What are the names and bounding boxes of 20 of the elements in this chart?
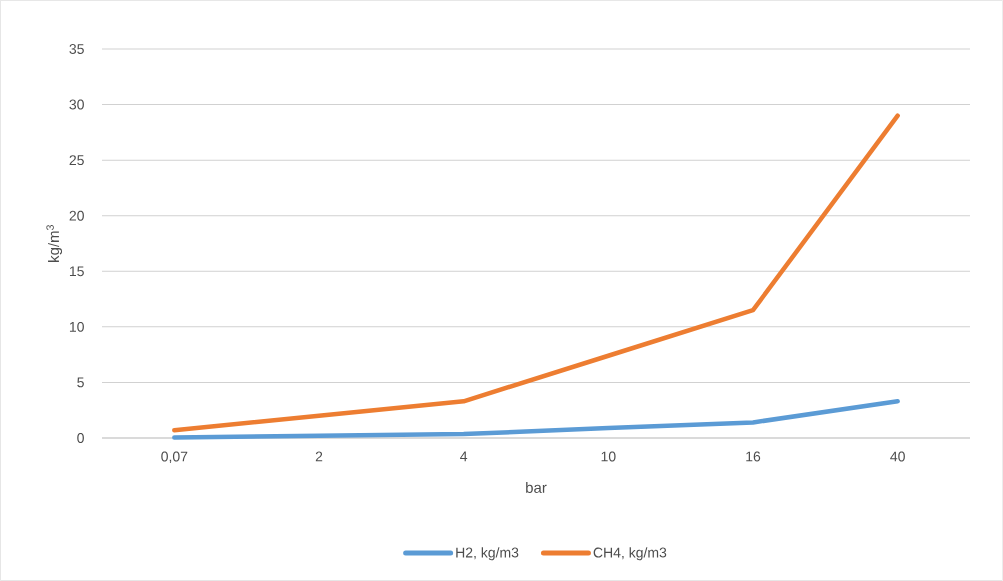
legend-label: H2, kg/m3: [456, 547, 519, 561]
line-series: [172, 113, 900, 433]
y-tick-label: 30: [69, 99, 84, 110]
x-tick-label: 4: [460, 451, 468, 462]
y-tick-label: 25: [69, 155, 84, 166]
y-tick-label: 0: [77, 433, 84, 443]
x-tick-label: 40: [890, 451, 905, 462]
x-axis-title: bar: [526, 481, 547, 493]
y-tick-label: 5: [77, 377, 84, 388]
y-tick-label: 15: [69, 266, 84, 277]
x-tick-label: 16: [746, 451, 761, 462]
y-axis-title: kg/m$^{3}$: [46, 225, 63, 262]
legend-label: CH4, kg/m3: [593, 547, 667, 561]
x-tick-label: 2: [315, 451, 323, 462]
x-tick-label: 10: [601, 451, 616, 462]
x-tick-label: 0,07: [161, 451, 188, 464]
line-series: [172, 399, 900, 440]
y-tick-label: 35: [69, 44, 84, 54]
y-tick-label: 20: [69, 210, 84, 221]
y-tick-label: 10: [69, 321, 84, 332]
